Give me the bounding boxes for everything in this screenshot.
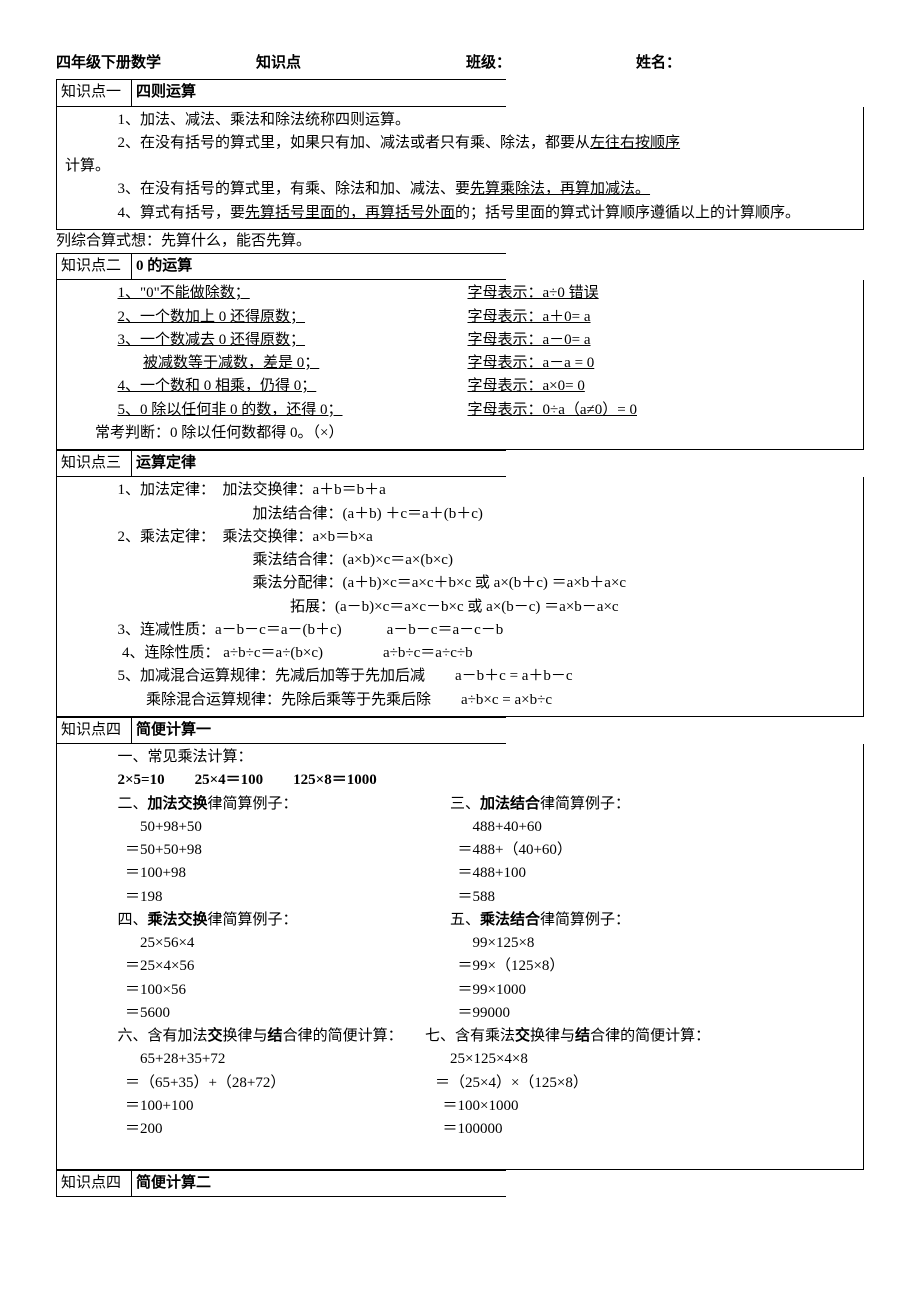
section-3-title-row: 知识点三 运算定律 <box>56 450 506 477</box>
section-4-tag: 知识点四 <box>57 718 132 743</box>
s4-h4r: 七、含有乘法交换律与结合律的简便计算： <box>425 1025 855 1048</box>
section-3-content: 1、加法定律： 加法交换律：a＋b＝b＋a 加法结合律：(a＋b) ＋c＝a＋(… <box>56 477 864 717</box>
s4-e4l2: ＝（65+35）+（28+72） <box>65 1072 435 1095</box>
s3-l2: 2、乘法定律： 乘法交换律：a×b＝b×a <box>65 526 855 549</box>
section-4-title: 简便计算一 <box>132 718 215 743</box>
s4-e2l4: ＝198 <box>65 886 435 909</box>
s3-l1b: 加法结合律：(a＋b) ＋c＝a＋(b＋c) <box>65 503 855 526</box>
section-4-content: 一、常见乘法计算： 2×5=10 25×4＝100 125×8＝1000 二、加… <box>56 744 864 1170</box>
s2-judge: 常考判断：0 除以任何数都得 0。（×） <box>65 422 855 445</box>
s4-e4r3: ＝100×1000 <box>435 1095 855 1118</box>
s4-e3l4: ＝5600 <box>65 1002 435 1025</box>
s4-e2l1: 50+98+50 <box>65 816 435 839</box>
s4-e4r4: ＝100000 <box>435 1118 855 1141</box>
s4-formula: 2×5=10 25×4＝100 125×8＝1000 <box>65 769 855 792</box>
s4-h2l: 二、加法交换律简算例子： <box>65 793 435 816</box>
section-1-content: 1、加法、减法、乘法和除法统称四则运算。 2、在没有括号的算式里，如果只有加、减… <box>56 107 864 230</box>
s4-h3r: 五、乘法结合律简算例子： <box>435 909 855 932</box>
s1-p1: 1、加法、减法、乘法和除法统称四则运算。 <box>65 109 855 132</box>
section-2-title: 0 的运算 <box>132 254 196 279</box>
s4-block-67: 65+28+35+72 ＝（65+35）+（28+72） ＝100+100 ＝2… <box>65 1048 855 1141</box>
s4-h67: 六、含有加法交换律与结合律的简便计算： 七、含有乘法交换律与结合律的简便计算： <box>65 1025 855 1048</box>
s4-h2r: 三、加法结合律简算例子： <box>435 793 855 816</box>
s4-e3l2: ＝25×4×56 <box>65 955 435 978</box>
s4-e3r3: ＝99×1000 <box>435 979 855 1002</box>
s2-r3b: 被减数等于减数，差是 0； 字母表示：a－a = 0 <box>65 352 855 375</box>
s4-e2l3: ＝100+98 <box>65 862 435 885</box>
s3-l5: 5、加减混合运算规律：先减后加等于先加后减 a－b＋c = a＋b－c <box>65 665 855 688</box>
s4-e3r4: ＝99000 <box>435 1002 855 1025</box>
s4-e2r4: ＝588 <box>435 886 855 909</box>
s4-e3r1: 99×125×8 <box>435 932 855 955</box>
header-name-label: 姓名： <box>636 52 806 75</box>
s3-l4: 4、连除性质： a÷b÷c＝a÷(b×c) a÷b÷c＝a÷c÷b <box>65 642 855 665</box>
s4-e3r2: ＝99×（125×8） <box>435 955 855 978</box>
s4-e4r1: 25×125×4×8 <box>435 1048 855 1071</box>
page-header: 四年级下册数学 知识点 班级： 姓名： <box>56 52 864 75</box>
s3-l3: 3、连减性质：a－b－c＝a－(b＋c) a－b－c＝a－c－b <box>65 619 855 642</box>
s3-l2d: 拓展：(a－b)×c＝a×c－b×c 或 a×(b－c) ＝a×b－a×c <box>65 596 855 619</box>
s4-h3l: 四、乘法交换律简算例子： <box>65 909 435 932</box>
s2-r3: 3、一个数减去 0 还得原数； 字母表示：a－0= a <box>65 329 855 352</box>
section-3-title: 运算定律 <box>132 451 200 476</box>
s4-e2r3: ＝488+100 <box>435 862 855 885</box>
s1-p4: 4、算式有括号，要先算括号里面的，再算括号外面的；括号里面的算式计算顺序遵循以上… <box>65 202 855 225</box>
section-2-tag: 知识点二 <box>57 254 132 279</box>
s4-e3l1: 25×56×4 <box>65 932 435 955</box>
s1-p3: 3、在没有括号的算式里，有乘、除法和加、减法、要先算乘除法，再算加减法。 <box>65 178 855 201</box>
header-topic-label: 知识点 <box>256 52 466 75</box>
s3-l5b: 乘除混合运算规律：先除后乘等于先乘后除 a÷b×c = a×b÷c <box>65 689 855 712</box>
header-class-label: 班级： <box>466 52 636 75</box>
s2-r5: 5、0 除以任何非 0 的数，还得 0； 字母表示：0÷a（a≠0）= 0 <box>65 399 855 422</box>
s3-l1: 1、加法定律： 加法交换律：a＋b＝b＋a <box>65 479 855 502</box>
section-5-title-row: 知识点四 简便计算二 <box>56 1170 506 1197</box>
s4-block-23: 二、加法交换律简算例子： 50+98+50 ＝50+50+98 ＝100+98 … <box>65 793 855 909</box>
s2-r4: 4、一个数和 0 相乘，仍得 0； 字母表示：a×0= 0 <box>65 375 855 398</box>
s4-h4l: 六、含有加法交换律与结合律的简便计算： <box>65 1025 425 1048</box>
s1-p2: 2、在没有括号的算式里，如果只有加、减法或者只有乘、除法，都要从左往右按顺序 <box>65 132 855 155</box>
s4-e4l1: 65+28+35+72 <box>65 1048 435 1071</box>
s4-e4r2: ＝（25×4）×（125×8） <box>435 1072 855 1095</box>
section-1-title-row: 知识点一 四则运算 <box>56 79 506 106</box>
s3-l2c: 乘法分配律：(a＋b)×c＝a×c＋b×c 或 a×(b＋c) ＝a×b＋a×c <box>65 572 855 595</box>
section-4-title-row: 知识点四 简便计算一 <box>56 717 506 744</box>
section-5-title: 简便计算二 <box>132 1171 215 1196</box>
s2-r1: 1、"0"不能做除数； 字母表示：a÷0 错误 <box>65 282 855 305</box>
s4-e4l4: ＝200 <box>65 1118 435 1141</box>
s4-e2r2: ＝488+（40+60） <box>435 839 855 862</box>
s4-block-45: 四、乘法交换律简算例子： 25×56×4 ＝25×4×56 ＝100×56 ＝5… <box>65 909 855 1025</box>
s1-p2b: 计算。 <box>65 155 855 178</box>
section-3-tag: 知识点三 <box>57 451 132 476</box>
s2-r2: 2、一个数加上 0 还得原数； 字母表示：a＋0= a <box>65 306 855 329</box>
s4-e2l2: ＝50+50+98 <box>65 839 435 862</box>
s3-l2b: 乘法结合律：(a×b)×c＝a×(b×c) <box>65 549 855 572</box>
section-2-content: 1、"0"不能做除数； 字母表示：a÷0 错误 2、一个数加上 0 还得原数； … <box>56 280 864 450</box>
header-subject: 四年级下册数学 <box>56 52 256 75</box>
s4-e3l3: ＝100×56 <box>65 979 435 1002</box>
section-1-tag: 知识点一 <box>57 80 132 105</box>
s4-e4l3: ＝100+100 <box>65 1095 435 1118</box>
section-5-tag: 知识点四 <box>57 1171 132 1196</box>
section-2-title-row: 知识点二 0 的运算 <box>56 253 506 280</box>
section-1-title: 四则运算 <box>132 80 200 105</box>
s1-note: 列综合算式想：先算什么，能否先算。 <box>56 230 864 253</box>
s4-e2r1: 488+40+60 <box>435 816 855 839</box>
s4-h1: 一、常见乘法计算： <box>65 746 855 769</box>
